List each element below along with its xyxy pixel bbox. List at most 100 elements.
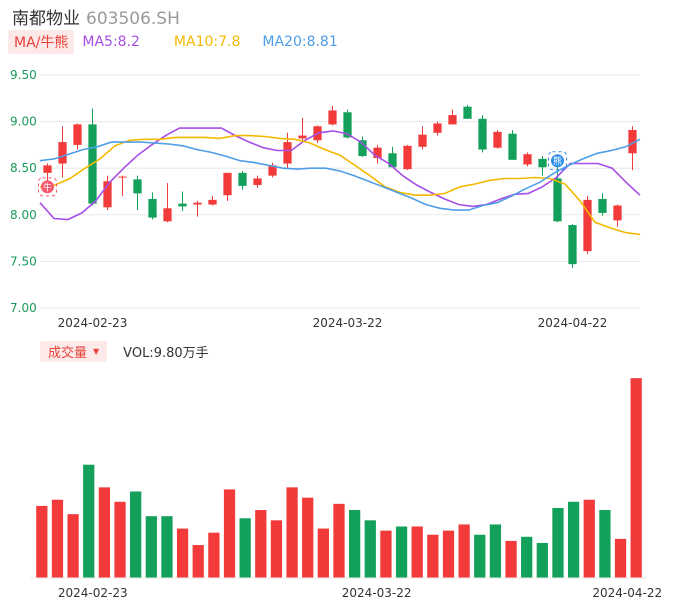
marker-dot [551, 154, 564, 168]
candle [328, 105, 337, 126]
bear-badge-icon: 熊 [548, 151, 567, 171]
x-tick-label: 2024-04-22 [538, 316, 608, 330]
marker-dot [41, 180, 54, 194]
candle [568, 224, 577, 268]
ma10-legend: MA10:7.8 [174, 34, 240, 50]
candle [613, 204, 622, 227]
volume-bar [83, 464, 95, 578]
volume-bar [552, 507, 564, 578]
candle-body [463, 106, 472, 119]
volume-bar [630, 378, 642, 578]
volume-bar [458, 524, 470, 578]
volume-bar [114, 501, 126, 578]
candle [208, 196, 217, 206]
y-tick-label: 9.00 [10, 115, 37, 129]
candle-body [508, 133, 517, 160]
candle-body [43, 165, 52, 173]
candle-body [343, 112, 352, 138]
candle-body [118, 176, 127, 178]
candle [358, 136, 367, 158]
ma10-label: MA10: [173, 34, 219, 50]
volume-bar [349, 510, 361, 578]
candle [268, 162, 277, 178]
marker-frame [548, 151, 567, 171]
y-tick-label: 7.00 [10, 301, 37, 315]
candle-body [568, 225, 577, 265]
candle [193, 200, 202, 217]
candle [73, 123, 82, 150]
marker-label: 熊 [553, 155, 562, 167]
candle [508, 129, 517, 160]
volume-bar [161, 516, 173, 578]
x-tick-label: 2024-03-22 [313, 316, 383, 330]
candle-body [478, 118, 487, 150]
candle [103, 175, 112, 211]
candle [148, 192, 157, 220]
ma5-value: 8.2 [117, 34, 140, 50]
candle-body [583, 199, 592, 252]
volume-bar [411, 526, 423, 578]
volume-legend: 成交量 ▼ VOL:9.80万手 [40, 340, 209, 362]
y-tick-label: 8.50 [10, 161, 37, 175]
candle [448, 109, 457, 125]
candle [478, 115, 487, 153]
candle-body [148, 198, 157, 218]
candle [538, 156, 547, 176]
candle-body [283, 142, 292, 164]
candle-body [553, 178, 562, 222]
candle-body [103, 181, 112, 208]
candle-body [268, 165, 277, 176]
ma20-value: 8.81 [306, 34, 338, 50]
volume-bar [67, 514, 79, 578]
volume-indicator-toggle[interactable]: 成交量 ▼ [40, 340, 108, 362]
candle-body [388, 153, 397, 168]
candle-body [58, 142, 67, 164]
volume-x-tick-label: 2024-02-23 [58, 586, 128, 600]
ma-legend: MA/牛熊 MA5:8.2 MA10:7.8 MA20:8.81 [8, 30, 338, 54]
candle [178, 191, 187, 212]
volume-bar [333, 503, 345, 578]
caret-down-icon: ▼ [93, 346, 100, 356]
marker-label: 牛 [43, 181, 52, 193]
candle-body [238, 172, 247, 186]
volume-bar [442, 530, 455, 578]
volume-bar [567, 501, 580, 578]
volume-bar [36, 505, 48, 578]
volume-bar [302, 497, 314, 578]
candle [523, 152, 532, 167]
ma-line-ma5 [39, 127, 641, 221]
candle-body [493, 131, 502, 148]
candle [463, 104, 472, 119]
candle-body [613, 205, 622, 221]
volume-bar [255, 510, 267, 578]
candle [133, 175, 142, 211]
candle [58, 126, 67, 178]
volume-bar [317, 528, 329, 578]
volume-bar [270, 520, 283, 578]
candle-body [538, 158, 547, 168]
candle [298, 117, 307, 141]
ma-indicator-toggle[interactable]: MA/牛熊 [8, 30, 75, 54]
volume-bar [239, 518, 251, 578]
candle-body [523, 154, 532, 165]
volume-bar [614, 538, 627, 578]
stock-code: 603506.SH [86, 9, 180, 29]
candle [373, 144, 382, 164]
bull-badge-icon: 牛 [38, 177, 57, 197]
candle [223, 172, 232, 201]
volume-bar [364, 520, 376, 578]
candle [163, 183, 172, 223]
volume-bar [474, 534, 486, 578]
volume-bar [98, 487, 111, 578]
candle-body [193, 202, 202, 205]
candle [493, 129, 502, 149]
candle-body [403, 145, 412, 170]
volume-bar [536, 542, 548, 578]
volume-x-tick-label: 2024-03-22 [342, 586, 412, 600]
candle-body [133, 179, 142, 194]
candle-body [448, 115, 457, 125]
volume-bar [505, 540, 517, 578]
ma5-legend: MA5:8.2 [82, 34, 140, 50]
candle [628, 126, 637, 171]
